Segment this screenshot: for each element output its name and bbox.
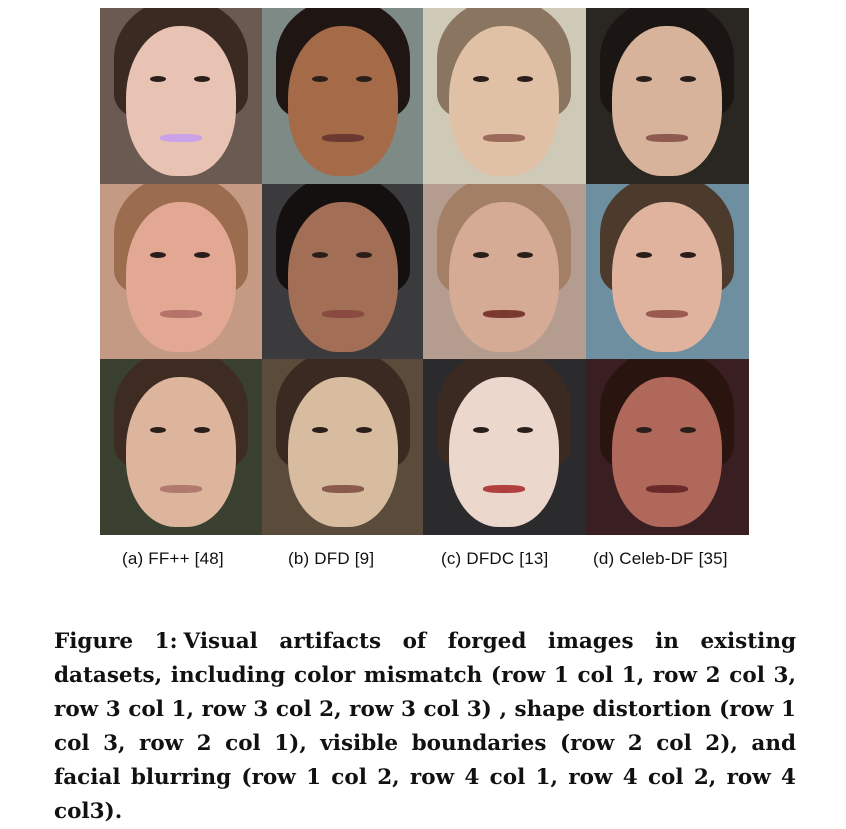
left-eye [636,252,652,258]
mouth [646,310,688,318]
right-eye [194,76,210,82]
figure-caption: Figure 1: Visual artifacts of forged imag… [54,625,796,829]
mouth [483,134,525,142]
face [288,377,398,527]
face-image-r2-c1 [100,184,262,359]
face-image-r3-c4 [586,359,749,535]
right-eye [517,252,533,258]
right-eye [356,76,372,82]
face-image-r1-c2 [262,8,423,184]
face [612,377,722,527]
left-eye [636,427,652,433]
right-eye [356,252,372,258]
face-image-r3-c1 [100,359,262,535]
face-image-r2-c2 [262,184,423,359]
mouth [483,485,525,493]
face [288,26,398,176]
left-eye [473,252,489,258]
face-image-r2-c3 [423,184,586,359]
face [126,377,236,527]
figure-caption-text: Visual artifacts of forged images in exi… [54,629,796,824]
left-eye [312,252,328,258]
face [449,202,559,352]
right-eye [680,427,696,433]
left-eye [312,427,328,433]
right-eye [680,252,696,258]
face [449,377,559,527]
left-eye [150,427,166,433]
face [126,202,236,352]
right-eye [356,427,372,433]
right-eye [680,76,696,82]
left-eye [150,252,166,258]
left-eye [150,76,166,82]
mouth [160,485,202,493]
face-image-r1-c1 [100,8,262,184]
left-eye [636,76,652,82]
figure-label: Figure 1: [54,629,178,654]
subfigure-captions: (a) FF++ [48] (b) DFD [9] (c) DFDC [13] … [100,549,749,573]
subfigure-caption-c: (c) DFDC [13] [441,549,549,568]
mouth [160,134,202,142]
mouth [646,134,688,142]
face [449,26,559,176]
mouth [160,310,202,318]
mouth [646,485,688,493]
face-image-r3-c2 [262,359,423,535]
face [288,202,398,352]
left-eye [473,76,489,82]
right-eye [517,427,533,433]
mouth [322,134,364,142]
face [612,26,722,176]
mouth [483,310,525,318]
face-image-r2-c4 [586,184,749,359]
face-image-r1-c4 [586,8,749,184]
subfigure-caption-b: (b) DFD [9] [288,549,375,568]
left-eye [312,76,328,82]
face [612,202,722,352]
face-image-r1-c3 [423,8,586,184]
right-eye [194,252,210,258]
face-image-r3-c3 [423,359,586,535]
left-eye [473,427,489,433]
face [126,26,236,176]
subfigure-caption-d: (d) Celeb-DF [35] [593,549,728,568]
right-eye [517,76,533,82]
mouth [322,485,364,493]
mouth [322,310,364,318]
right-eye [194,427,210,433]
forged-face-image-grid [100,8,749,535]
subfigure-caption-a: (a) FF++ [48] [122,549,224,568]
